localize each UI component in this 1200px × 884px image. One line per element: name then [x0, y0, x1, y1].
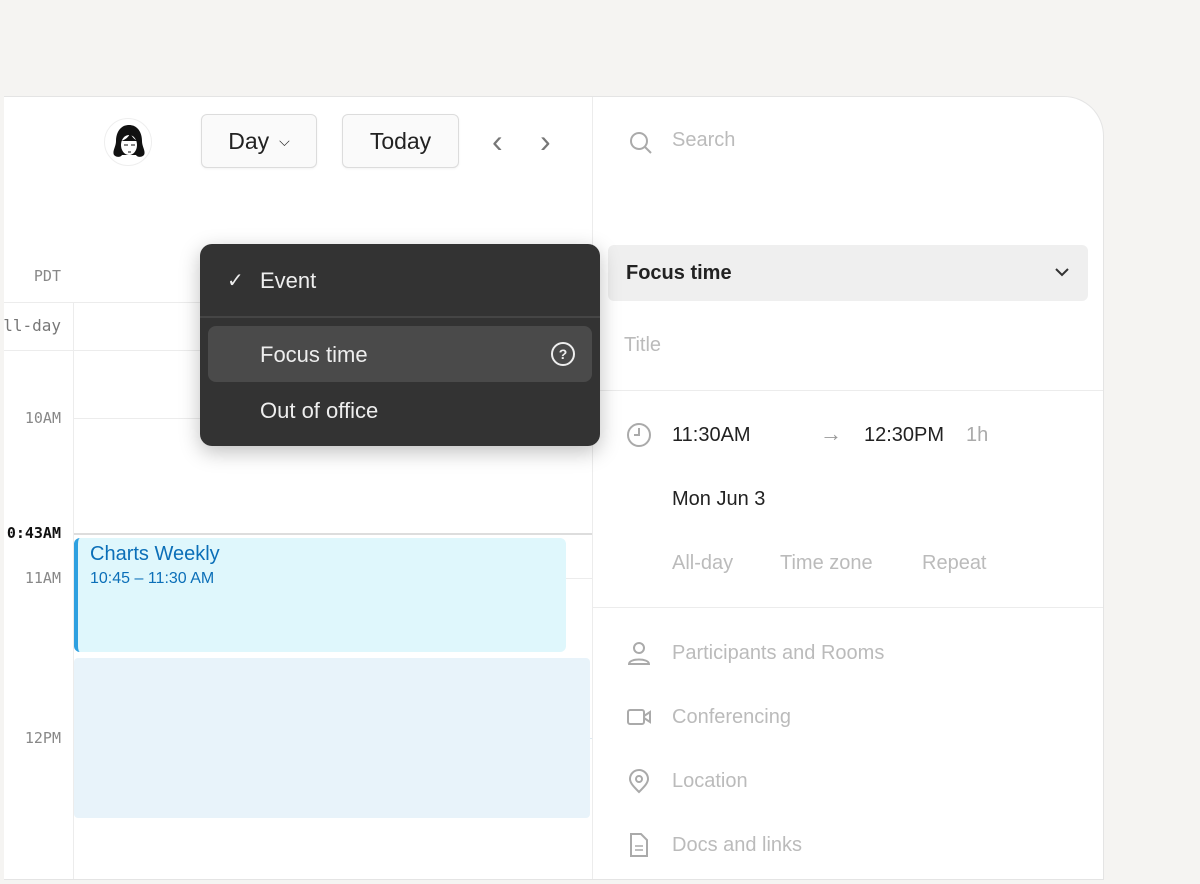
hour-label: 11AM	[24, 569, 61, 587]
all-day-label: ll-day	[4, 316, 61, 335]
prev-button[interactable]: ‹	[492, 123, 503, 159]
time-zone-option[interactable]: Time zone	[780, 552, 873, 574]
event-type-menu: ✓ Event Focus time ? Out of office	[200, 244, 600, 446]
timezone-label: PDT	[33, 267, 61, 285]
menu-divider	[200, 316, 600, 318]
avatar[interactable]	[104, 118, 152, 166]
today-button[interactable]: Today	[342, 114, 459, 168]
current-time-line	[74, 533, 592, 535]
current-time-label: 0:43AM	[6, 524, 61, 542]
menu-item-event[interactable]: ✓ Event	[200, 244, 600, 316]
menu-item-focus-time[interactable]: Focus time ?	[208, 326, 592, 382]
chevron-down-icon: ⌵	[279, 132, 290, 149]
help-icon[interactable]: ?	[551, 342, 575, 366]
time-gutter-divider	[73, 302, 74, 879]
start-time[interactable]: 11:30AM	[672, 424, 751, 446]
menu-item-label: Focus time	[260, 342, 368, 367]
view-select[interactable]: Day ⌵	[201, 114, 317, 168]
docs-field[interactable]: Docs and links	[672, 834, 803, 856]
menu-item-out-of-office[interactable]: Out of office	[200, 384, 600, 440]
location-pin-icon	[626, 768, 652, 799]
view-select-label: Day	[228, 127, 270, 154]
person-icon	[626, 640, 652, 671]
search-input[interactable]: Search	[672, 129, 736, 151]
event-charts-weekly[interactable]: Charts Weekly 10:45 – 11:30 AM	[74, 538, 566, 652]
check-icon: ✓	[227, 270, 244, 292]
event-type-select[interactable]: Focus time	[608, 245, 1088, 301]
title-input[interactable]: Title	[624, 334, 662, 356]
clock-icon	[626, 422, 652, 453]
menu-item-label: Out of office	[260, 398, 379, 423]
event-date[interactable]: Mon Jun 3	[672, 488, 766, 510]
video-icon	[626, 704, 652, 735]
participants-field[interactable]: Participants and Rooms	[672, 642, 885, 664]
event-title: Charts Weekly	[90, 543, 220, 565]
event-type-label: Focus time	[626, 261, 732, 284]
menu-item-label: Event	[260, 268, 317, 293]
focus-time-block[interactable]	[74, 658, 590, 818]
document-icon	[626, 832, 652, 863]
next-button[interactable]: ›	[540, 123, 551, 159]
calendar-window: Day ⌵ Today ‹ › PDT ll-day 10AM 11AM 12P…	[4, 96, 1104, 880]
duration: 1h	[966, 424, 989, 446]
end-time[interactable]: 12:30PM	[864, 424, 945, 446]
hour-label: 10AM	[24, 409, 61, 427]
conferencing-field[interactable]: Conferencing	[672, 706, 791, 728]
chevron-down-icon	[1054, 264, 1070, 282]
arrow-right-icon: →	[820, 421, 842, 446]
all-day-option[interactable]: All-day	[672, 552, 734, 574]
hour-label: 12PM	[24, 729, 61, 747]
location-field[interactable]: Location	[672, 770, 748, 792]
search-icon	[628, 130, 654, 161]
event-time: 10:45 – 11:30 AM	[90, 570, 215, 587]
repeat-option[interactable]: Repeat	[922, 552, 987, 574]
panel-divider	[592, 97, 593, 879]
